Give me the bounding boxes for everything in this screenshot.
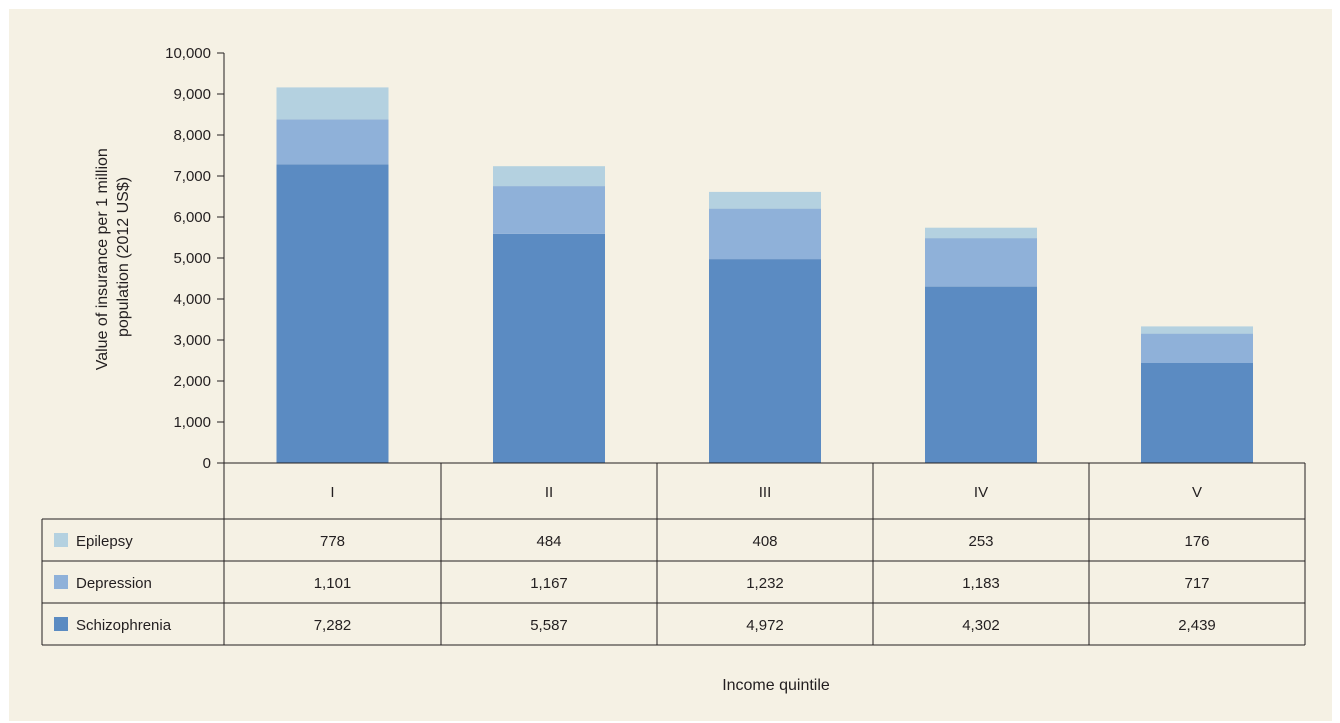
bar-schizophrenia-iii <box>709 259 821 463</box>
bar-depression-v <box>1141 333 1253 363</box>
bar-epilepsy-ii <box>493 166 605 186</box>
legend-swatch-schizophrenia <box>54 617 68 631</box>
bar-schizophrenia-v <box>1141 363 1253 463</box>
x-category-label: IV <box>974 484 988 501</box>
stacked-bar-chart: 0 1,000 2,000 3,000 4,000 5,000 6,000 7,000 8,00… <box>41 45 1306 694</box>
table-cell-value: 5,587 <box>530 617 568 634</box>
table-cell-value: 1,183 <box>962 575 1000 592</box>
bar-epilepsy-iii <box>709 191 821 209</box>
x-category-label: III <box>759 484 772 501</box>
bar-depression-iv <box>925 238 1037 287</box>
table-cell-value: 4,302 <box>962 617 1000 634</box>
y-tick-label: 7,000 <box>173 168 211 185</box>
bar-depression-iii <box>709 208 821 260</box>
legend-label-epilepsy: Epilepsy <box>76 533 133 550</box>
y-tick-label: 3,000 <box>173 332 211 349</box>
table-cell-value: 7,282 <box>314 617 352 634</box>
table-cell-value: 1,232 <box>746 575 784 592</box>
y-axis-title: Value of insurance per 1 million populat… <box>94 144 132 371</box>
table-cell-value: 4,972 <box>746 617 784 634</box>
y-axis-title-line-2: population (2012 US$) <box>115 177 132 337</box>
y-tick-label: 5,000 <box>173 250 211 267</box>
x-category-label: V <box>1192 484 1202 501</box>
legend-swatch-epilepsy <box>54 533 68 547</box>
y-axis: 0 1,000 2,000 3,000 4,000 5,000 6,000 7,000 8,00… <box>165 45 225 472</box>
table-cell-value: 1,167 <box>530 575 568 592</box>
bar-epilepsy-v <box>1141 326 1253 334</box>
legend-swatch-depression <box>54 575 68 589</box>
y-axis-title-line-1: Value of insurance per 1 million <box>94 148 111 370</box>
table-cell-value: 1,101 <box>314 575 352 592</box>
bar-schizophrenia-i <box>276 164 389 463</box>
bar-epilepsy-iv <box>925 227 1037 239</box>
y-tick-label: 10,000 <box>165 45 211 62</box>
y-tick-label: 2,000 <box>173 373 211 390</box>
y-tick-label: 0 <box>203 455 211 472</box>
legend-label-depression: Depression <box>76 575 152 592</box>
table-cell-value: 484 <box>536 533 561 550</box>
table-cell-value: 717 <box>1184 575 1209 592</box>
y-tick-label: 9,000 <box>173 86 211 103</box>
table-cell-value: 778 <box>320 533 345 550</box>
x-axis-title: Income quintile <box>722 677 830 694</box>
x-category-label: II <box>545 484 553 501</box>
bar-depression-ii <box>493 186 605 234</box>
chart-panel: 0 1,000 2,000 3,000 4,000 5,000 6,000 7,000 8,00… <box>9 9 1332 721</box>
table-cell-value: 2,439 <box>1178 617 1216 634</box>
bar-schizophrenia-ii <box>493 233 605 463</box>
bars-layer <box>276 87 1253 463</box>
y-tick-label: 4,000 <box>173 291 211 308</box>
table-cell-value: 176 <box>1184 533 1209 550</box>
table-cell-value: 253 <box>968 533 993 550</box>
bar-depression-i <box>276 119 389 165</box>
bar-schizophrenia-iv <box>925 286 1037 463</box>
table-cell-value: 408 <box>752 533 777 550</box>
y-tick-label: 8,000 <box>173 127 211 144</box>
legend-label-schizophrenia: Schizophrenia <box>76 617 172 634</box>
y-tick-label: 6,000 <box>173 209 211 226</box>
y-tick-label: 1,000 <box>173 414 211 431</box>
x-category-label: I <box>330 484 334 501</box>
bar-epilepsy-i <box>276 87 389 120</box>
